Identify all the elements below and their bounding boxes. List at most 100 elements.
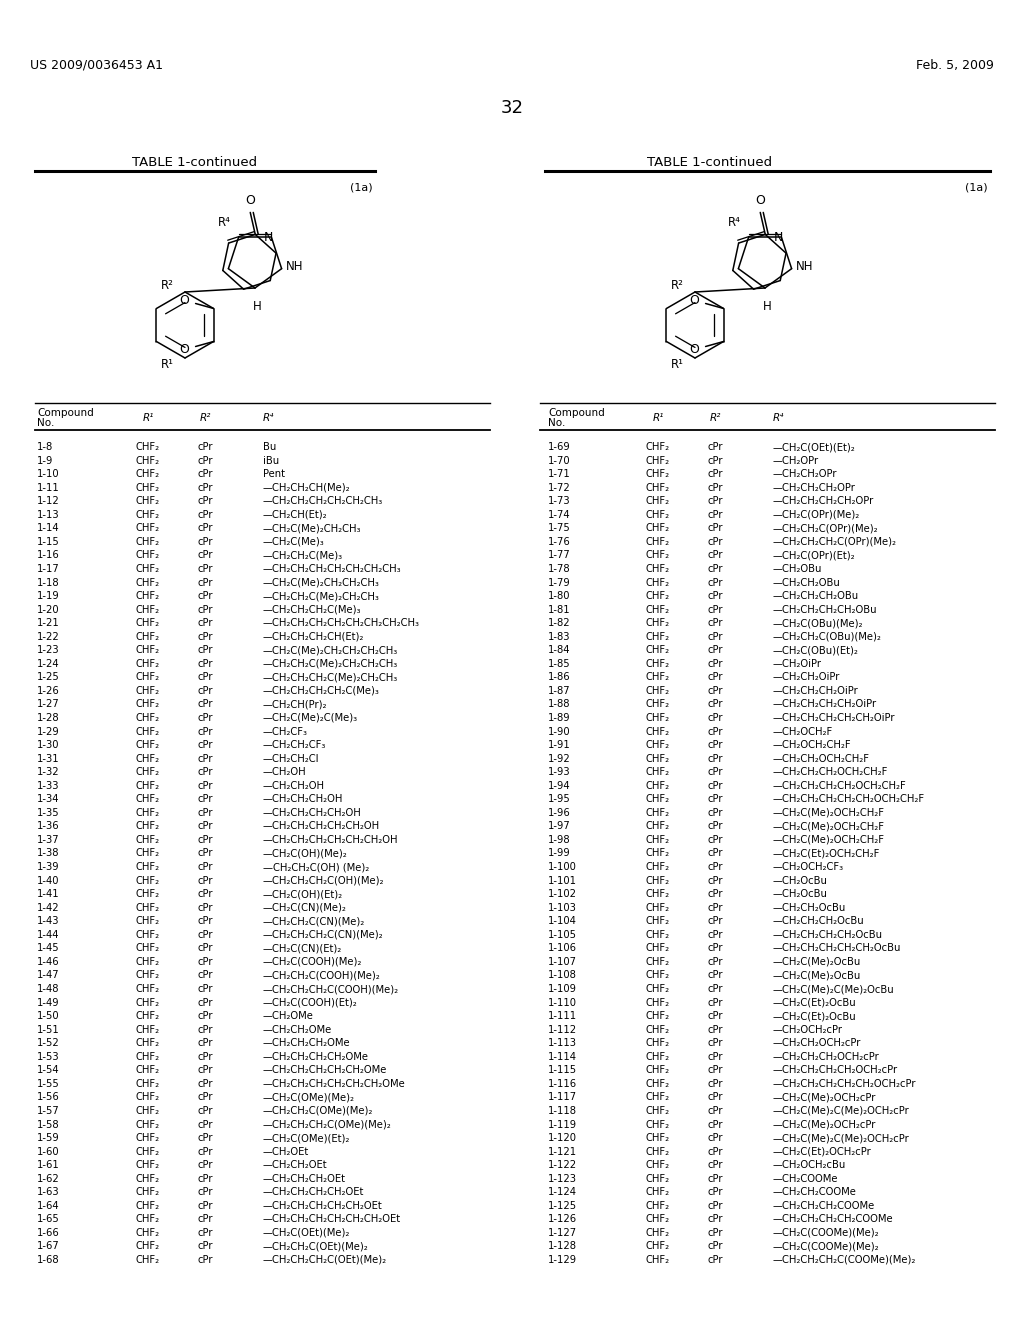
Text: 1-19: 1-19 [37,591,59,601]
Text: 1-88: 1-88 [548,700,570,709]
Text: 1-31: 1-31 [37,754,59,764]
Text: cPr: cPr [198,469,213,479]
Text: cPr: cPr [198,875,213,886]
Text: —CH₂CH₂OcBu: —CH₂CH₂OcBu [773,903,846,912]
Text: cPr: cPr [708,632,723,642]
Text: CHF₂: CHF₂ [646,578,670,587]
Text: —CH₂CH₂CH₂CH₂CH₂CH₃: —CH₂CH₂CH₂CH₂CH₂CH₃ [263,496,383,506]
Text: 1-117: 1-117 [548,1093,578,1102]
Text: cPr: cPr [708,1024,723,1035]
Text: —CH₂CH₂C(COOH)(Me)₂: —CH₂CH₂C(COOH)(Me)₂ [263,970,381,981]
Text: —CH₂CH₂C(OBu)(Me)₂: —CH₂CH₂C(OBu)(Me)₂ [773,632,882,642]
Text: 1-21: 1-21 [37,618,59,628]
Text: 1-125: 1-125 [548,1201,578,1210]
Text: cPr: cPr [708,1255,723,1265]
Text: CHF₂: CHF₂ [136,618,160,628]
Text: CHF₂: CHF₂ [136,767,160,777]
Text: CHF₂: CHF₂ [646,672,670,682]
Text: CHF₂: CHF₂ [646,944,670,953]
Text: 1-80: 1-80 [548,591,570,601]
Text: cPr: cPr [198,1093,213,1102]
Text: cPr: cPr [198,780,213,791]
Text: 1-100: 1-100 [548,862,577,873]
Text: cPr: cPr [198,1039,213,1048]
Text: cPr: cPr [708,795,723,804]
Text: 1-87: 1-87 [548,686,570,696]
Text: CHF₂: CHF₂ [136,591,160,601]
Text: CHF₂: CHF₂ [646,1228,670,1238]
Text: CHF₂: CHF₂ [136,1214,160,1225]
Text: —CH₂C(Me)₂OcBu: —CH₂C(Me)₂OcBu [773,957,861,966]
Text: CHF₂: CHF₂ [136,849,160,858]
Text: O: O [179,294,189,308]
Text: CHF₂: CHF₂ [136,957,160,966]
Text: —CH₂C(Me)₂OCH₂CH₂F: —CH₂C(Me)₂OCH₂CH₂F [773,836,885,845]
Text: cPr: cPr [198,672,213,682]
Text: cPr: cPr [708,672,723,682]
Text: 1-32: 1-32 [37,767,59,777]
Text: 1-20: 1-20 [37,605,59,615]
Text: —CH₂CH₂CH₂CH₂CH₂OH: —CH₂CH₂CH₂CH₂CH₂OH [263,821,380,832]
Text: —CH₂OH: —CH₂OH [263,767,306,777]
Text: 1-96: 1-96 [548,808,570,818]
Text: —CH₂C(Me)₂C(Me)₂OCH₂cPr: —CH₂C(Me)₂C(Me)₂OCH₂cPr [773,1133,909,1143]
Text: Bu: Bu [263,442,276,451]
Text: cPr: cPr [198,455,213,466]
Text: 1-98: 1-98 [548,836,570,845]
Text: cPr: cPr [198,1241,213,1251]
Text: —CH₂CH₂CH₂C(Me)₂CH₂CH₃: —CH₂CH₂CH₂C(Me)₂CH₂CH₃ [263,672,398,682]
Text: —CH₂CH₂C(OEt)(Me)₂: —CH₂CH₂C(OEt)(Me)₂ [263,1241,369,1251]
Text: —CH₂CH₂CH₂C(COOMe)(Me)₂: —CH₂CH₂CH₂C(COOMe)(Me)₂ [773,1255,916,1265]
Text: CHF₂: CHF₂ [646,1065,670,1076]
Text: 1-68: 1-68 [37,1255,59,1265]
Text: —CH₂CH₂C(Me)₂CH₂CH₂CH₃: —CH₂CH₂C(Me)₂CH₂CH₂CH₃ [263,659,398,669]
Text: —CH₂C(Me)₂OCH₂CH₂F: —CH₂C(Me)₂OCH₂CH₂F [773,821,885,832]
Text: cPr: cPr [708,929,723,940]
Text: NH: NH [796,260,813,273]
Text: —CH₂CH₂CH₂OcBu: —CH₂CH₂CH₂OcBu [773,916,864,927]
Text: cPr: cPr [198,808,213,818]
Text: CHF₂: CHF₂ [136,916,160,927]
Text: 1-17: 1-17 [37,564,59,574]
Text: 1-51: 1-51 [37,1024,59,1035]
Text: CHF₂: CHF₂ [646,1160,670,1170]
Text: R¹: R¹ [161,358,174,371]
Text: R²: R² [671,279,684,292]
Text: cPr: cPr [708,550,723,561]
Text: —CH₂C(CN)(Et)₂: —CH₂C(CN)(Et)₂ [263,944,342,953]
Text: 1-13: 1-13 [37,510,59,520]
Text: CHF₂: CHF₂ [646,605,670,615]
Text: cPr: cPr [198,821,213,832]
Text: cPr: cPr [198,836,213,845]
Text: 1-34: 1-34 [37,795,59,804]
Text: cPr: cPr [708,1160,723,1170]
Text: —CH₂CH₂CH₂CH₂CH₂CH₂OMe: —CH₂CH₂CH₂CH₂CH₂CH₂OMe [263,1078,406,1089]
Text: cPr: cPr [198,944,213,953]
Text: —CH₂C(COOMe)(Me)₂: —CH₂C(COOMe)(Me)₂ [773,1228,880,1238]
Text: CHF₂: CHF₂ [136,890,160,899]
Text: —CH₂CH₂CH₂C(CN)(Me)₂: —CH₂CH₂CH₂C(CN)(Me)₂ [263,929,384,940]
Text: CHF₂: CHF₂ [646,849,670,858]
Text: —CH₂C(Me)₃: —CH₂C(Me)₃ [263,537,325,546]
Text: —CH₂C(OPr)(Me)₂: —CH₂C(OPr)(Me)₂ [773,510,860,520]
Text: 1-113: 1-113 [548,1039,577,1048]
Text: CHF₂: CHF₂ [646,1255,670,1265]
Text: 1-36: 1-36 [37,821,59,832]
Text: CHF₂: CHF₂ [646,700,670,709]
Text: —CH₂CH(Et)₂: —CH₂CH(Et)₂ [263,510,328,520]
Text: Feb. 5, 2009: Feb. 5, 2009 [916,58,994,71]
Text: cPr: cPr [198,1228,213,1238]
Text: 1-107: 1-107 [548,957,577,966]
Text: cPr: cPr [198,903,213,912]
Text: CHF₂: CHF₂ [646,1011,670,1022]
Text: 1-58: 1-58 [37,1119,59,1130]
Text: —CH₂C(OBu)(Et)₂: —CH₂C(OBu)(Et)₂ [773,645,859,655]
Text: 1-78: 1-78 [548,564,570,574]
Text: —CH₂C(Me)₂C(Me)₂OcBu: —CH₂C(Me)₂C(Me)₂OcBu [773,983,895,994]
Text: —CH₂C(Me)₂CH₂CH₃: —CH₂C(Me)₂CH₂CH₃ [263,523,361,533]
Text: cPr: cPr [198,1133,213,1143]
Text: CHF₂: CHF₂ [646,1241,670,1251]
Text: —CH₂CH₂C(OPr)(Me)₂: —CH₂CH₂C(OPr)(Me)₂ [773,523,879,533]
Text: R²: R² [161,279,174,292]
Text: —CH₂CH₂CH₂CH₂CH₂CH₂OEt: —CH₂CH₂CH₂CH₂CH₂CH₂OEt [263,1214,401,1225]
